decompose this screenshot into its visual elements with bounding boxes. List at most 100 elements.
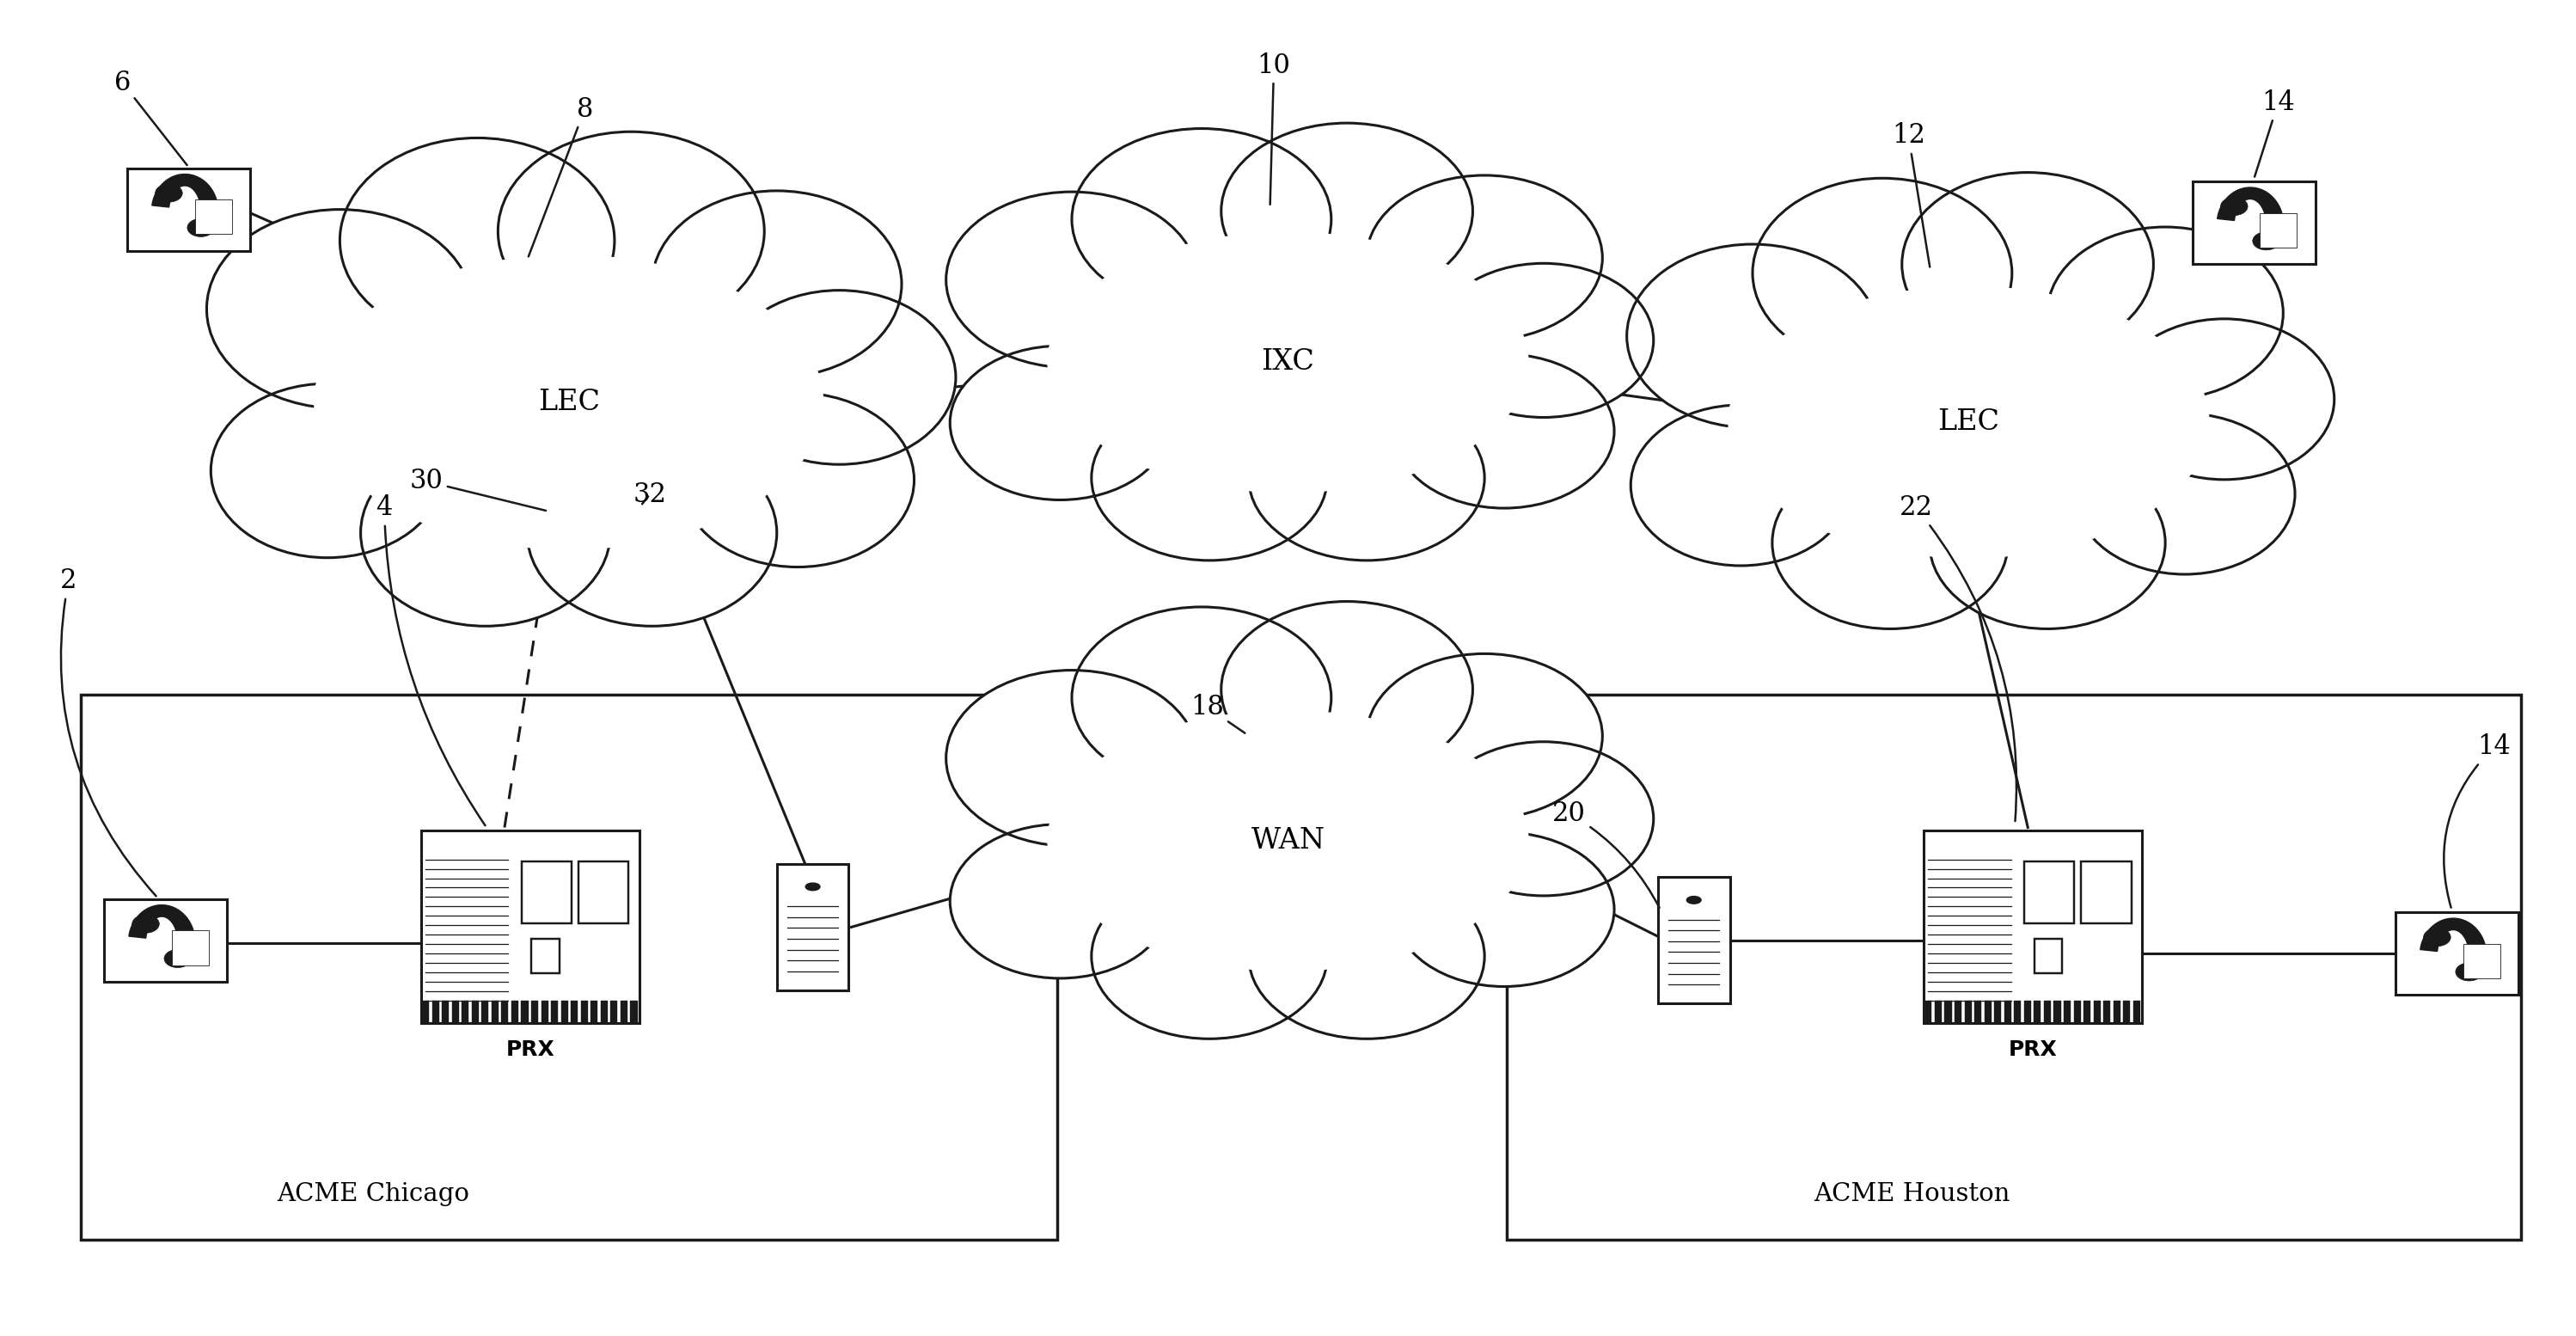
Text: PRX: PRX bbox=[2009, 1039, 2058, 1059]
Bar bbox=[531, 1001, 538, 1023]
Ellipse shape bbox=[1394, 832, 1615, 986]
Ellipse shape bbox=[1368, 653, 1602, 819]
Bar bbox=[2259, 212, 2298, 247]
Bar bbox=[1984, 1001, 1991, 1023]
Bar bbox=[580, 1001, 587, 1023]
Bar bbox=[2192, 182, 2316, 265]
Bar bbox=[2133, 1001, 2141, 1023]
Ellipse shape bbox=[1394, 354, 1615, 508]
Bar bbox=[2081, 862, 2130, 923]
Ellipse shape bbox=[2251, 232, 2280, 250]
Bar bbox=[1965, 1001, 1971, 1023]
Ellipse shape bbox=[361, 440, 611, 627]
Bar bbox=[2043, 1001, 2050, 1023]
Text: 30: 30 bbox=[410, 468, 546, 510]
Ellipse shape bbox=[2048, 227, 2282, 399]
Bar bbox=[2123, 1001, 2130, 1023]
Bar bbox=[2053, 1001, 2061, 1023]
Ellipse shape bbox=[1631, 405, 1850, 565]
Text: LEC: LEC bbox=[1937, 409, 1999, 436]
Ellipse shape bbox=[1368, 175, 1602, 341]
Bar bbox=[2084, 1001, 2092, 1023]
Bar bbox=[2035, 1001, 2040, 1023]
Bar bbox=[2063, 1001, 2071, 1023]
Ellipse shape bbox=[1728, 287, 2210, 557]
Text: 8: 8 bbox=[528, 96, 592, 257]
Bar bbox=[433, 1001, 438, 1023]
Bar bbox=[562, 1001, 567, 1023]
Ellipse shape bbox=[340, 262, 799, 542]
Ellipse shape bbox=[2074, 414, 2295, 574]
Ellipse shape bbox=[1048, 232, 1528, 492]
Bar bbox=[502, 1001, 507, 1023]
Ellipse shape bbox=[1072, 717, 1504, 965]
Bar bbox=[520, 862, 572, 923]
Bar bbox=[443, 1001, 448, 1023]
Bar bbox=[461, 1001, 469, 1023]
Bar bbox=[420, 831, 639, 1023]
Ellipse shape bbox=[1901, 172, 2154, 357]
Bar bbox=[2025, 862, 2074, 923]
Ellipse shape bbox=[528, 440, 778, 627]
Bar bbox=[451, 1001, 459, 1023]
Ellipse shape bbox=[188, 219, 214, 236]
Circle shape bbox=[806, 883, 819, 891]
Bar bbox=[422, 1001, 430, 1023]
Bar bbox=[2074, 1001, 2081, 1023]
Ellipse shape bbox=[1772, 457, 2009, 629]
Ellipse shape bbox=[1249, 874, 1484, 1039]
Text: 14: 14 bbox=[2445, 733, 2512, 907]
Ellipse shape bbox=[1249, 395, 1484, 560]
Ellipse shape bbox=[1221, 123, 1473, 299]
Ellipse shape bbox=[1072, 607, 1332, 788]
Circle shape bbox=[1687, 896, 1700, 903]
Bar bbox=[577, 862, 629, 923]
Text: IXC: IXC bbox=[1262, 349, 1314, 377]
Bar bbox=[1945, 1001, 1953, 1023]
Bar bbox=[492, 1001, 497, 1023]
Ellipse shape bbox=[945, 192, 1198, 367]
Ellipse shape bbox=[1048, 711, 1528, 971]
Bar bbox=[1924, 831, 2143, 1023]
Ellipse shape bbox=[1628, 244, 1878, 428]
Bar bbox=[1659, 878, 1731, 1003]
Polygon shape bbox=[152, 174, 219, 207]
Ellipse shape bbox=[1092, 874, 1327, 1039]
Bar bbox=[600, 1001, 608, 1023]
Bar bbox=[551, 1001, 559, 1023]
Bar bbox=[590, 1001, 598, 1023]
Ellipse shape bbox=[680, 393, 914, 566]
Bar bbox=[482, 1001, 489, 1023]
Bar bbox=[1955, 1001, 1960, 1023]
Ellipse shape bbox=[131, 915, 160, 933]
Ellipse shape bbox=[1072, 128, 1332, 310]
Text: 14: 14 bbox=[2254, 90, 2295, 176]
Text: 4: 4 bbox=[376, 494, 484, 826]
Text: 10: 10 bbox=[1257, 52, 1291, 204]
Ellipse shape bbox=[951, 824, 1170, 978]
Bar bbox=[2094, 1001, 2099, 1023]
Bar bbox=[1935, 1001, 1942, 1023]
Ellipse shape bbox=[1092, 395, 1327, 560]
Bar bbox=[2396, 912, 2519, 995]
Text: 6: 6 bbox=[113, 69, 188, 166]
Ellipse shape bbox=[652, 191, 902, 377]
Ellipse shape bbox=[155, 184, 183, 202]
Ellipse shape bbox=[211, 383, 443, 557]
Ellipse shape bbox=[314, 255, 824, 549]
Ellipse shape bbox=[1432, 263, 1654, 417]
Text: ACME Houston: ACME Houston bbox=[1814, 1182, 2009, 1206]
Ellipse shape bbox=[1929, 457, 2166, 629]
Bar bbox=[778, 864, 848, 990]
Ellipse shape bbox=[497, 132, 765, 331]
Text: 20: 20 bbox=[1553, 800, 1659, 907]
Bar bbox=[510, 1001, 518, 1023]
Ellipse shape bbox=[1072, 239, 1504, 486]
Bar bbox=[103, 899, 227, 982]
Polygon shape bbox=[2218, 187, 2282, 220]
Polygon shape bbox=[129, 904, 196, 938]
Bar bbox=[2035, 939, 2061, 974]
Ellipse shape bbox=[165, 950, 191, 967]
Text: WAN: WAN bbox=[1252, 827, 1324, 855]
Bar bbox=[2463, 943, 2499, 978]
